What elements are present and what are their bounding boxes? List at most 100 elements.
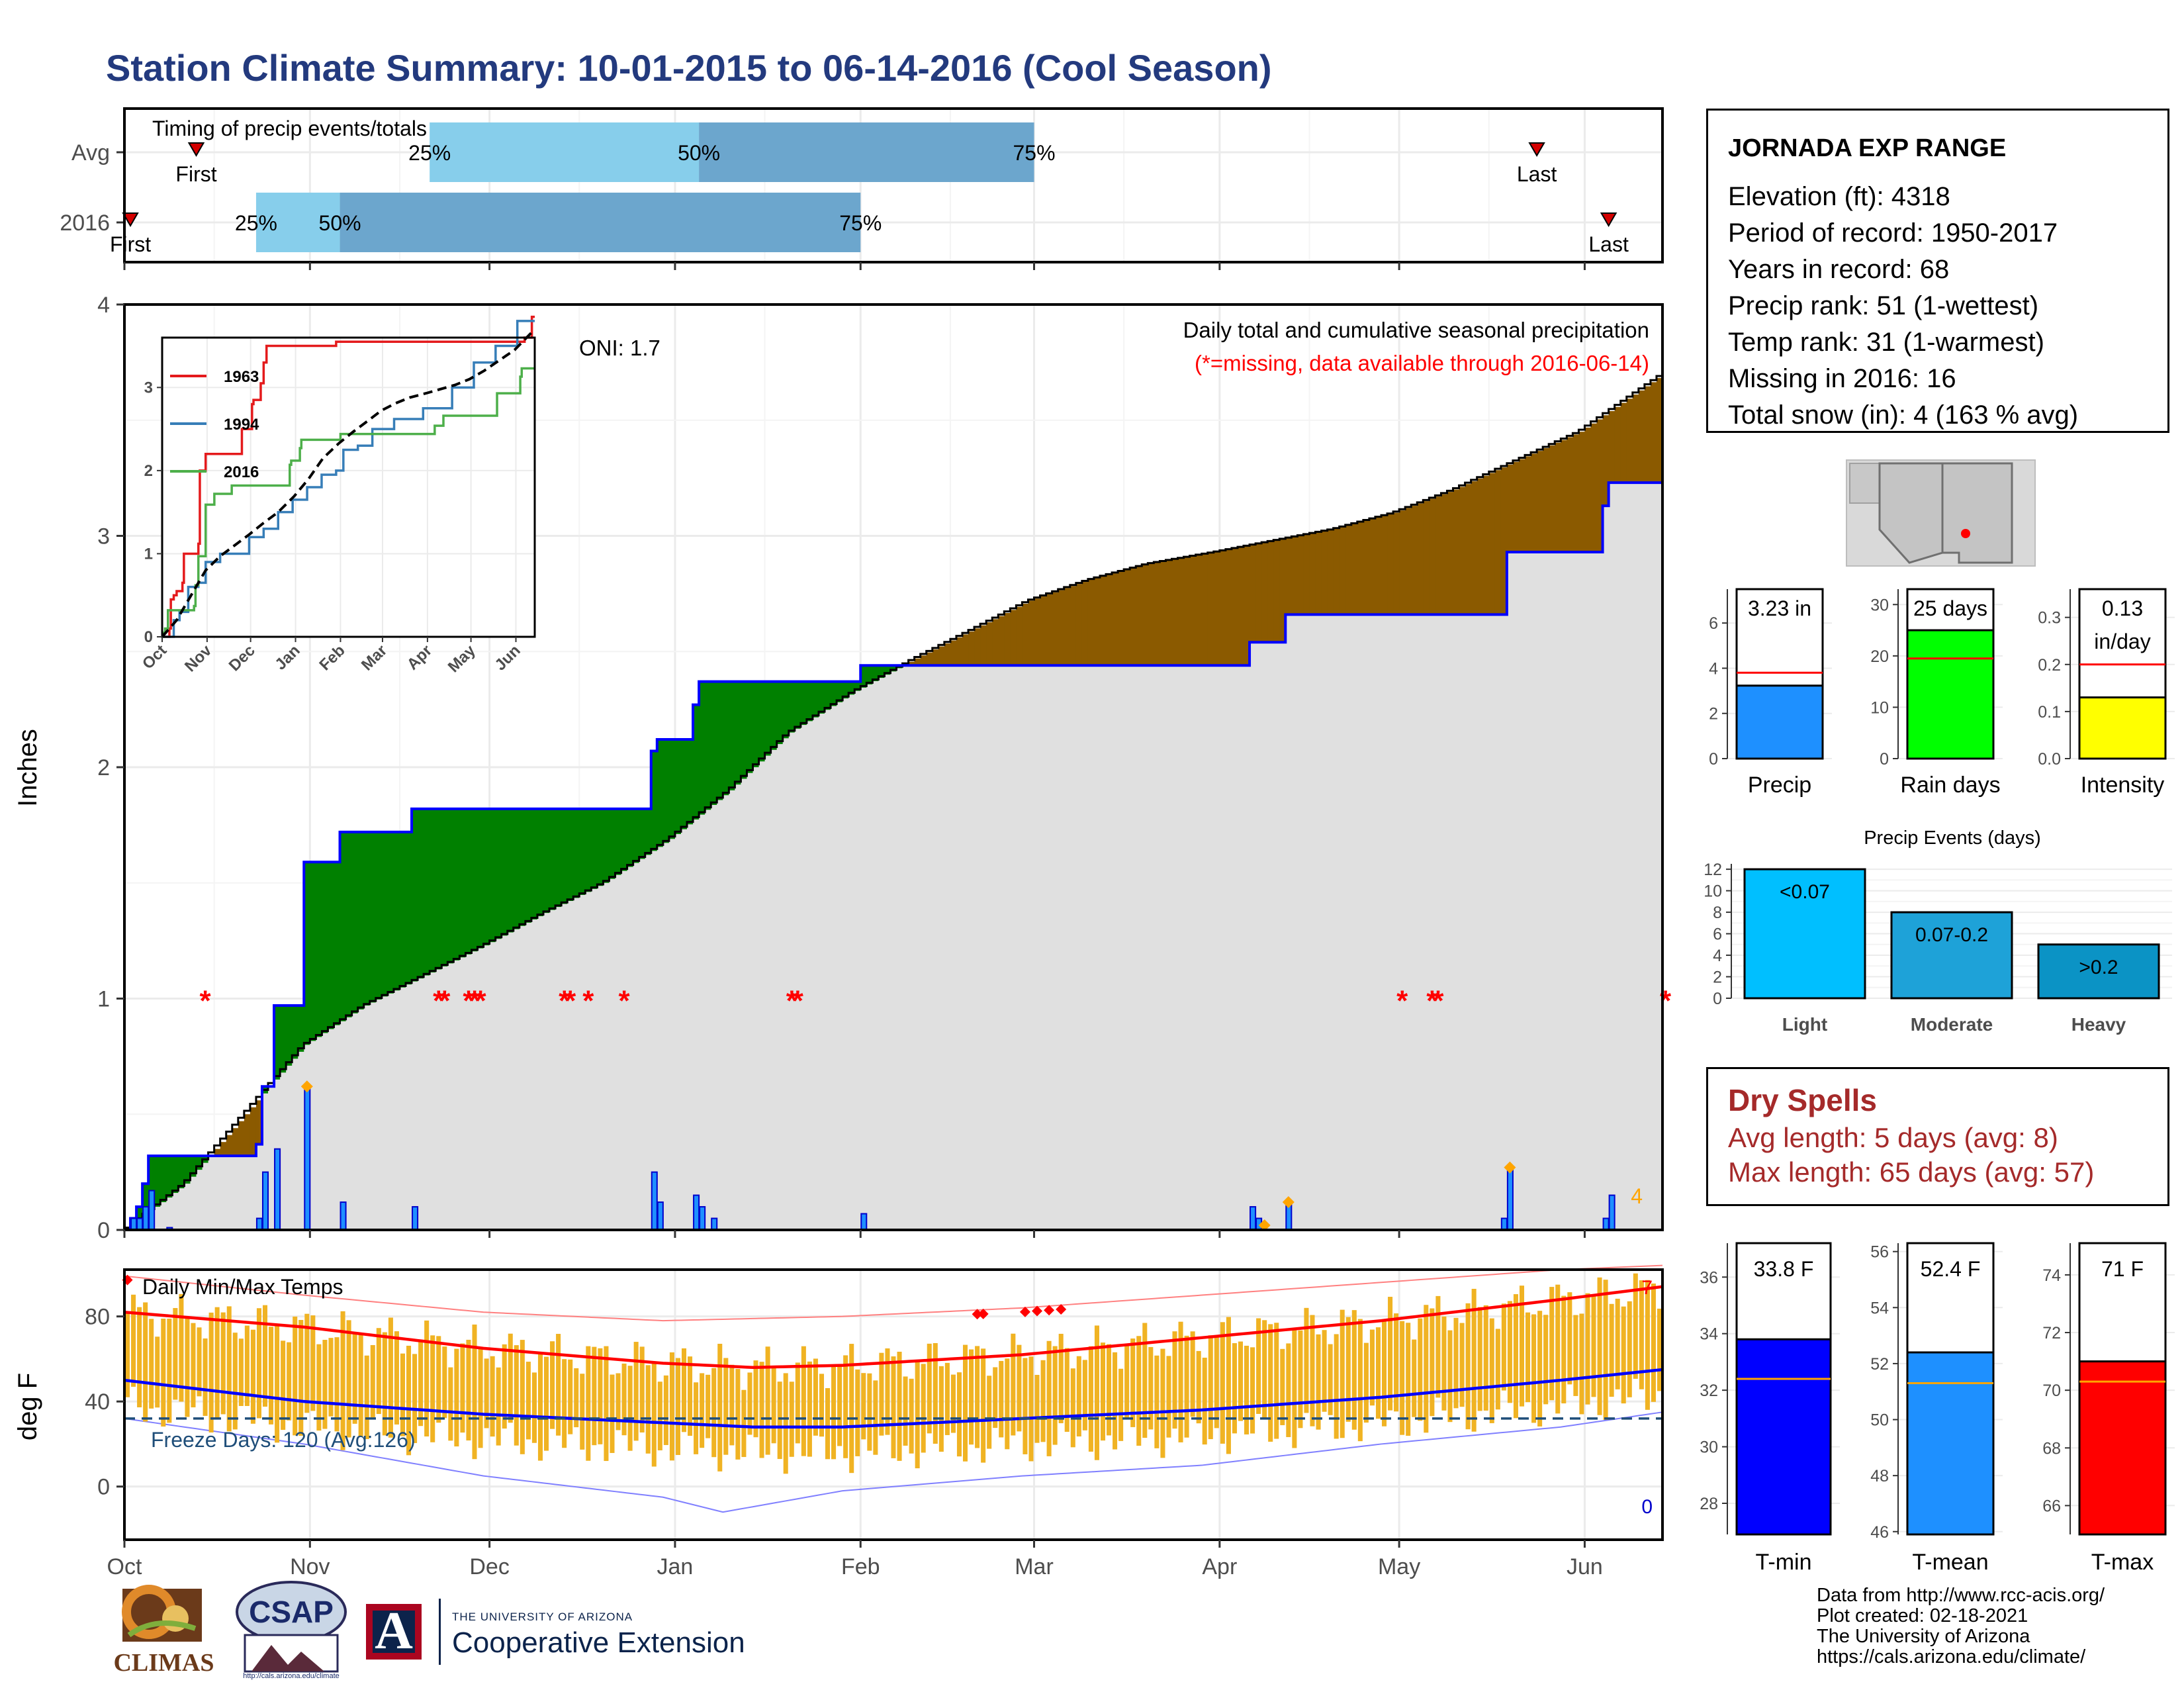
temps-ytick-label: 0 xyxy=(97,1475,110,1500)
cumulative-fill-strip xyxy=(1321,614,1328,1230)
summary-precip-ytick-label: 0.2 xyxy=(2038,656,2061,675)
cumulative-fill-strip xyxy=(782,738,790,1230)
precip-events-ytick-label: 0 xyxy=(1713,990,1722,1008)
below-average-strip xyxy=(226,1135,233,1156)
temps-xtick-label: Apr xyxy=(1202,1554,1237,1579)
timing-label-first: First xyxy=(110,232,151,256)
daily-temp-bar xyxy=(256,1308,261,1419)
below-average-strip xyxy=(1351,524,1358,615)
above-average-strip xyxy=(860,665,867,688)
daily-temp-bar xyxy=(1118,1368,1124,1441)
cumulative-fill-strip xyxy=(328,1029,335,1230)
daily-temp-bar xyxy=(933,1342,938,1444)
daily-temp-bar xyxy=(795,1362,800,1444)
daily-temp-bar xyxy=(531,1372,537,1443)
temps-ytick-label: 40 xyxy=(85,1389,110,1415)
cumulative-fill-strip xyxy=(537,916,544,1230)
cumulative-fill-strip xyxy=(453,960,460,1230)
cumulative-fill-strip xyxy=(926,665,933,1230)
cumulative-fill-strip xyxy=(1022,665,1029,1230)
above-average-strip xyxy=(639,808,646,859)
below-average-strip xyxy=(1255,543,1262,643)
daily-temp-bar xyxy=(125,1312,130,1397)
daily-temp-bar xyxy=(849,1344,854,1474)
daily-temp-bar xyxy=(735,1368,741,1460)
station-years: Years in record: 68 xyxy=(1728,255,1950,284)
daily-temp-bar xyxy=(370,1344,375,1418)
above-average-strip xyxy=(782,681,790,739)
daily-temp-bar xyxy=(903,1376,908,1446)
daily-temp-bar xyxy=(262,1305,268,1407)
cumulative-fill-strip xyxy=(1423,614,1430,1230)
timing-panel-border xyxy=(123,107,1664,263)
cloud-icon xyxy=(236,1581,347,1673)
station-period: Period of record: 1950-2017 xyxy=(1728,218,2058,248)
cumulative-fill-strip xyxy=(1411,614,1418,1230)
dry-spells-box: Dry Spells Avg length: 5 days (avg: 8) M… xyxy=(1706,1067,2169,1206)
cumulative-fill-strip xyxy=(1656,483,1663,1230)
cumulative-fill-strip xyxy=(322,1033,329,1230)
cumulative-fill-strip xyxy=(441,966,448,1230)
cumulative-fill-strip xyxy=(1578,551,1586,1230)
daily-temp-bar xyxy=(741,1389,747,1458)
daily-temp-bar xyxy=(364,1355,369,1440)
daily-temp-bar xyxy=(562,1359,567,1448)
cumulative-fill-strip xyxy=(208,1156,215,1230)
daily-temp-bar xyxy=(1441,1316,1447,1411)
daily-temp-bar xyxy=(436,1336,441,1423)
cumulative-fill-strip xyxy=(1506,551,1514,1230)
cumulative-fill-strip xyxy=(615,874,622,1230)
below-average-strip xyxy=(1093,578,1101,666)
precip-ytick-label: 4 xyxy=(97,293,110,318)
missing-day-marker: * xyxy=(786,985,798,1017)
daily-temp-bar xyxy=(1501,1303,1506,1391)
daily-temp-bar xyxy=(520,1340,525,1454)
cumulative-fill-strip xyxy=(381,996,388,1230)
cumulative-fill-strip xyxy=(1333,614,1340,1230)
above-average-strip xyxy=(412,808,418,982)
precip-events-category: Heavy xyxy=(2071,1014,2126,1035)
station-missing: Missing in 2016: 16 xyxy=(1728,364,1956,393)
cumulative-fill-strip xyxy=(375,999,383,1230)
snow-marker xyxy=(1258,1219,1271,1232)
record-low-count: 0 xyxy=(1641,1496,1653,1518)
oni-label: ONI: 1.7 xyxy=(579,336,660,360)
above-average-strip xyxy=(178,1156,185,1189)
cumulative-fill-strip xyxy=(1195,665,1203,1230)
cumulative-fill-strip xyxy=(1183,665,1191,1230)
daily-temp-bar xyxy=(1549,1287,1555,1401)
above-average-strip xyxy=(747,681,754,773)
summary-precip-value-label: 25 days xyxy=(1913,596,1987,620)
daily-temp-bar xyxy=(310,1315,316,1411)
below-average-strip xyxy=(1537,451,1543,552)
cumulative-fill-strip xyxy=(178,1188,185,1230)
snow-marker xyxy=(1282,1196,1295,1209)
missing-day-marker: * xyxy=(559,985,570,1017)
cumulative-fill-strip xyxy=(603,882,610,1230)
above-average-strip xyxy=(465,808,473,955)
cumulative-fill-strip xyxy=(555,907,562,1230)
below-average-strip xyxy=(1165,560,1173,666)
daily-temp-bar xyxy=(819,1374,825,1437)
daily-precip-bar xyxy=(1500,1217,1508,1231)
above-average-strip xyxy=(393,831,400,991)
cumulative-fill-strip xyxy=(1058,665,1065,1230)
cumulative-fill-strip xyxy=(1136,665,1142,1230)
daily-temp-bar xyxy=(232,1333,238,1430)
record-high-marker xyxy=(1019,1306,1030,1317)
below-average-strip xyxy=(232,1128,239,1156)
daily-temp-bar xyxy=(155,1336,160,1408)
cumulative-fill-strip xyxy=(627,867,634,1230)
daily-temp-bar xyxy=(179,1293,184,1402)
above-average-strip xyxy=(711,681,717,805)
above-average-strip xyxy=(495,808,502,939)
cumulative-fill-strip xyxy=(1477,614,1484,1230)
cumulative-fill-strip xyxy=(1010,665,1017,1230)
daily-temp-bar xyxy=(944,1362,950,1435)
daily-temp-bar xyxy=(1489,1318,1494,1423)
daily-temp-bar xyxy=(167,1319,172,1423)
daily-temp-bar xyxy=(568,1359,573,1434)
climas-mark-icon xyxy=(122,1585,202,1642)
summary-precip-ytick-label: 0 xyxy=(1880,750,1889,769)
below-average-strip xyxy=(926,652,933,666)
